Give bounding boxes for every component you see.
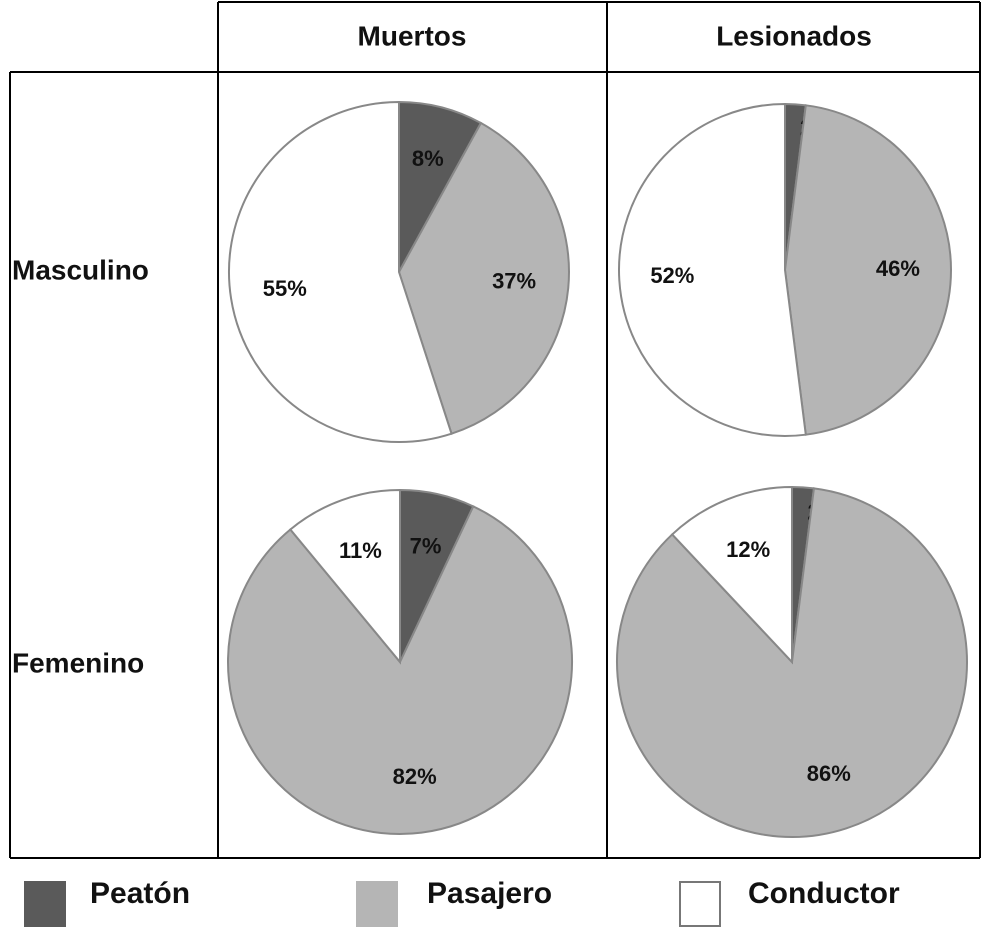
data-label: 82%	[393, 764, 437, 789]
legend-label: Conductor	[748, 877, 900, 910]
row-header: Masculino	[12, 254, 149, 285]
data-label: 11%	[339, 538, 382, 563]
data-label: 52%	[650, 263, 694, 288]
legend-swatch	[24, 881, 66, 927]
legend-label: Peatón	[90, 877, 190, 910]
legend-swatch	[679, 881, 721, 927]
pie-slice	[618, 102, 807, 437]
row-header: Femenino	[12, 647, 144, 678]
legend-label: Pasajero	[427, 877, 552, 910]
pie-slice	[228, 100, 453, 443]
pie-slice	[670, 485, 793, 665]
pie-slice	[397, 121, 570, 435]
pie-slice	[288, 488, 401, 665]
legend-swatch	[356, 881, 398, 927]
data-label: 86%	[807, 761, 851, 786]
data-label: 46%	[876, 256, 920, 281]
pie-slice	[227, 505, 573, 835]
data-label: 12%	[726, 537, 770, 562]
pie-slice	[783, 104, 952, 436]
data-label: 8%	[412, 146, 444, 171]
data-label: 37%	[492, 269, 536, 294]
column-header: Muertos	[358, 20, 467, 51]
data-label: 7%	[410, 534, 442, 559]
data-label: 55%	[263, 276, 307, 301]
column-header: Lesionados	[716, 20, 872, 51]
